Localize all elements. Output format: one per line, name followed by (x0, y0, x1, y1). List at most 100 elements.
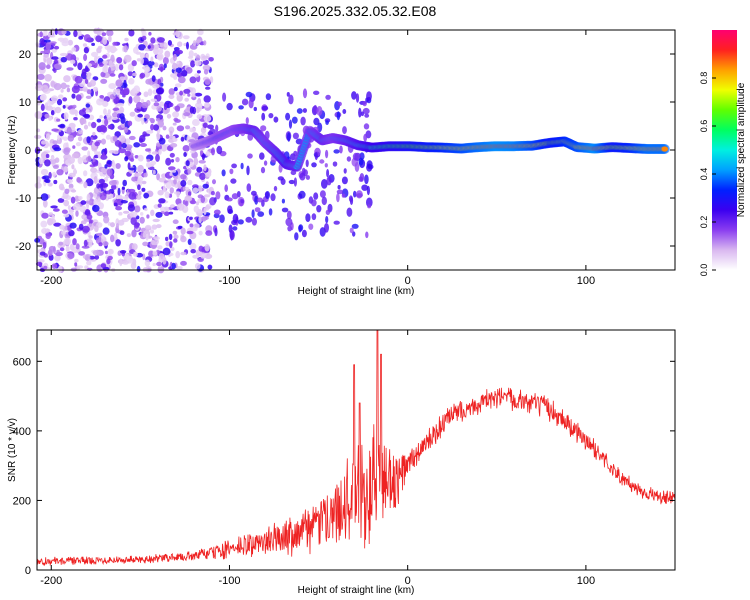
noise-dot (100, 182, 109, 188)
noise-dot (192, 184, 199, 189)
y-tick-label: 600 (13, 356, 31, 368)
noise-dot (75, 94, 82, 101)
noise-dot (169, 187, 174, 194)
noise-dot (102, 65, 108, 73)
scatter-blob (367, 204, 371, 209)
scatter-blob (305, 159, 309, 168)
noise-dot (58, 241, 64, 246)
noise-dot (83, 124, 89, 130)
noise-dot (112, 112, 118, 118)
noise-dot (66, 126, 72, 135)
x-tick-label: -100 (218, 275, 240, 287)
noise-dot (194, 73, 200, 78)
scatter-blob (288, 119, 293, 129)
noise-dot (73, 30, 78, 38)
noise-dot (200, 252, 207, 259)
noise-dot (56, 249, 60, 253)
noise-dot (81, 225, 90, 233)
noise-dot (152, 250, 158, 256)
noise-dot (160, 144, 167, 152)
noise-dot (60, 56, 67, 63)
scatter-blob (212, 179, 216, 185)
noise-dot (104, 147, 108, 156)
noise-dot (50, 34, 56, 38)
noise-dot (75, 243, 80, 250)
noise-dot (143, 172, 148, 178)
noise-dot (157, 245, 163, 250)
noise-dot (176, 125, 185, 132)
scatter-blob (361, 184, 369, 191)
scatter-blob (355, 190, 363, 199)
noise-dot (175, 67, 182, 73)
noise-dot (192, 254, 200, 259)
noise-dot (152, 83, 160, 89)
scatter-blob (301, 167, 306, 176)
noise-dot (196, 70, 201, 74)
noise-dot (167, 40, 172, 46)
noise-dot (185, 160, 190, 167)
noise-dot (144, 259, 151, 267)
noise-dot (82, 86, 88, 92)
scatter-blob (342, 109, 347, 114)
noise-dot (186, 41, 189, 50)
noise-dot (162, 247, 171, 256)
noise-dot (83, 113, 90, 119)
noise-dot (192, 40, 197, 47)
noise-dot (67, 179, 73, 184)
scatter-blob (227, 205, 233, 214)
noise-dot (59, 123, 66, 129)
noise-dot (59, 247, 65, 252)
spectrogram-x-ticks: -200 -100 0 100 (40, 30, 595, 287)
noise-dot (151, 239, 155, 246)
noise-dot (81, 245, 90, 249)
noise-dot (168, 94, 175, 100)
noise-dot (77, 156, 83, 165)
noise-dot (156, 87, 164, 95)
noise-dot (101, 234, 105, 240)
noise-dot (152, 169, 156, 175)
scatter-blob (354, 162, 360, 172)
noise-dot (190, 60, 196, 68)
noise-dot (44, 74, 52, 82)
noise-dot (63, 237, 71, 245)
noise-dot (175, 157, 180, 163)
noise-dot (137, 164, 145, 173)
scatter-blob (333, 149, 340, 154)
noise-dot (137, 113, 143, 118)
noise-dot (56, 98, 63, 106)
noise-dot (138, 44, 146, 51)
scatter-blob (332, 161, 338, 167)
scatter-blob (229, 168, 234, 175)
noise-dot (196, 166, 203, 173)
noise-dot (187, 238, 192, 245)
noise-dot (201, 152, 205, 161)
noise-dot (68, 183, 74, 189)
noise-dot (93, 27, 99, 35)
noise-dot (44, 113, 50, 119)
noise-dot (45, 153, 50, 159)
noise-dot (86, 89, 92, 95)
noise-dot (79, 205, 87, 213)
scatter-blob (222, 92, 227, 102)
noise-dot (165, 134, 170, 139)
noise-dot (145, 224, 152, 229)
scatter-blob (294, 232, 299, 241)
noise-dot (113, 202, 118, 207)
scatter-blob (292, 132, 299, 140)
scatter-blob (251, 217, 257, 226)
noise-dot (73, 117, 78, 121)
noise-dot (102, 227, 110, 235)
scatter-blob (314, 152, 318, 161)
noise-dot (195, 106, 200, 114)
noise-dot (155, 211, 163, 218)
noise-dot (36, 176, 41, 184)
noise-dot (170, 143, 178, 148)
noise-dot (137, 184, 141, 191)
scatter-blob (268, 113, 274, 119)
noise-dot (87, 121, 92, 127)
noise-dot (81, 146, 89, 151)
noise-dot (83, 47, 89, 54)
noise-dot (85, 103, 91, 108)
noise-dot (177, 76, 186, 84)
noise-dot (68, 172, 76, 178)
